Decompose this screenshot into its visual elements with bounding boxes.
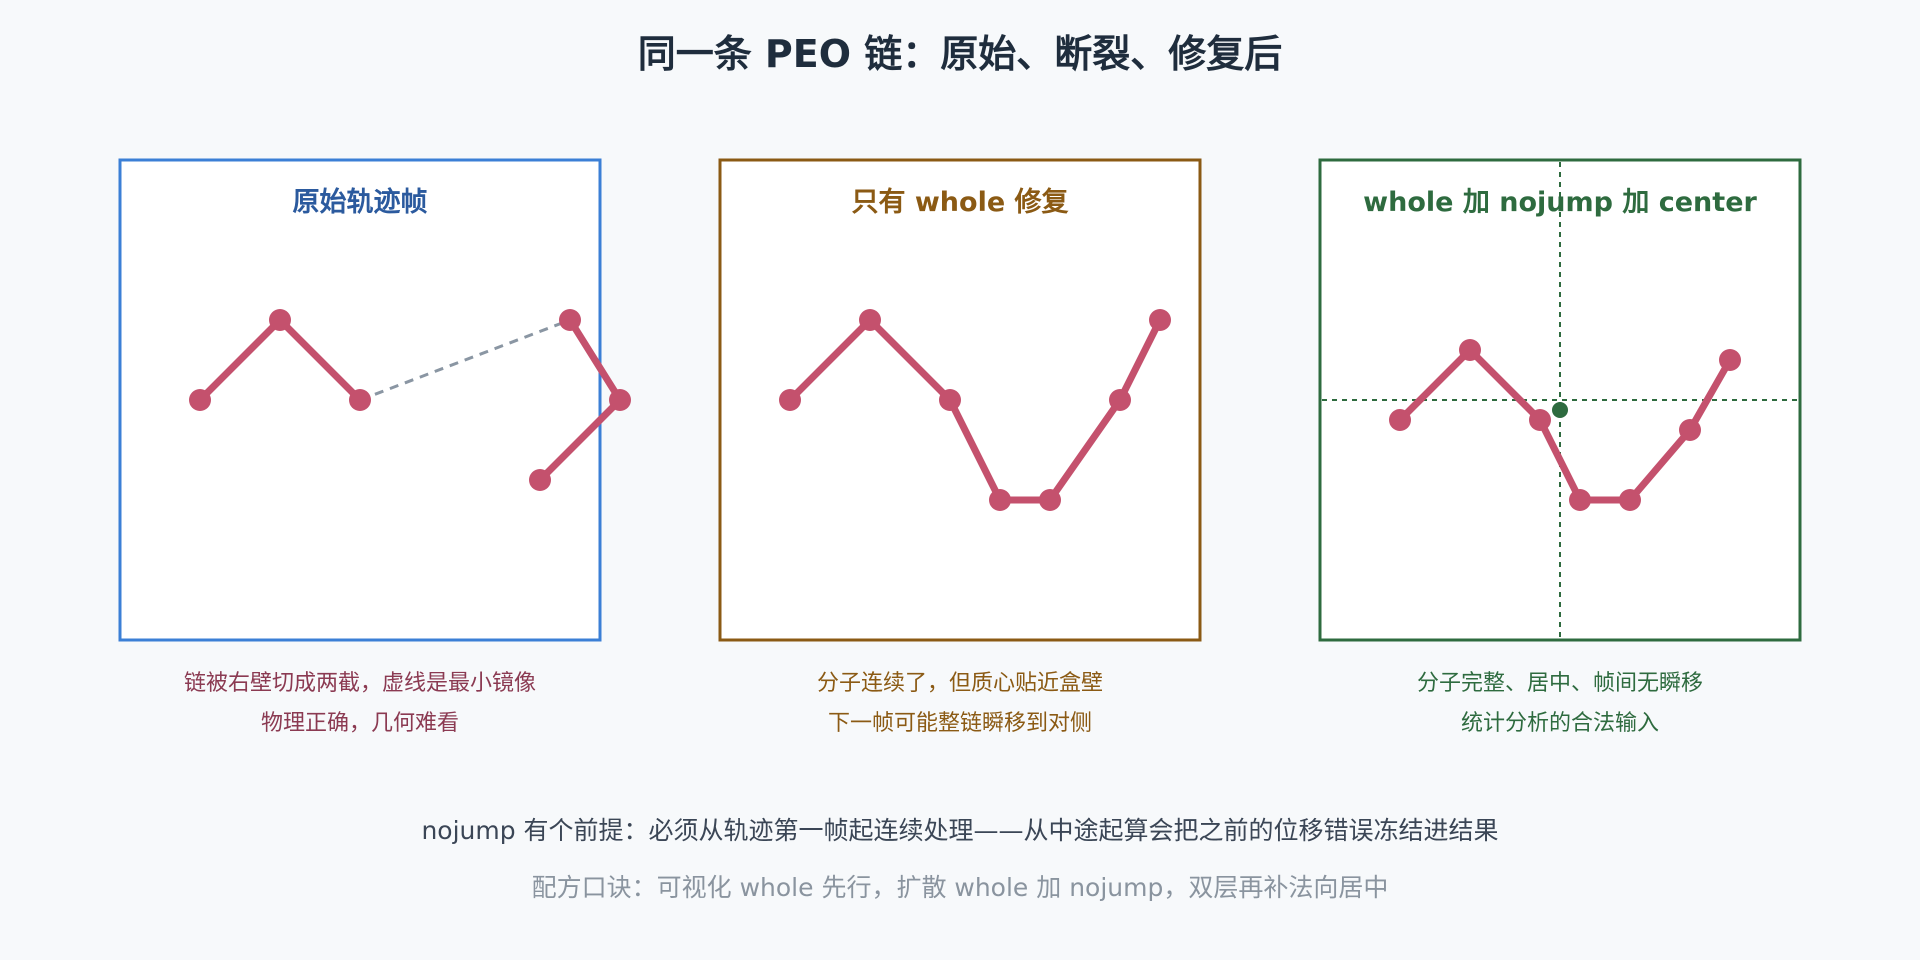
bead: [779, 389, 801, 411]
bead: [1459, 339, 1481, 361]
bead: [1569, 489, 1591, 511]
bead: [189, 389, 211, 411]
bead: [1529, 409, 1551, 431]
panel-centered: whole 加 nojump 加 center 分子完整、居中、帧间无瞬移 统计…: [1318, 158, 1802, 736]
panel-original-caption-line-2: 物理正确，几何难看: [261, 711, 459, 736]
bead: [1719, 349, 1741, 371]
footer-note-recipe: 配方口诀：可视化 whole 先行，扩散 whole 加 nojump，双层再补…: [532, 873, 1389, 902]
footer-note-nojump: nojump 有个前提：必须从轨迹第一帧起连续处理——从中途起算会把之前的位移错…: [421, 816, 1498, 845]
bead: [1109, 389, 1131, 411]
bead: [939, 389, 961, 411]
bead: [1039, 489, 1061, 511]
bead: [1389, 409, 1411, 431]
panel-original: 原始轨迹帧 链被右壁切成两截，虚线是最小镜像 物理正确，几何难看: [118, 158, 631, 736]
bead: [529, 469, 551, 491]
bead: [269, 309, 291, 331]
panel-centered-caption-line-2: 统计分析的合法输入: [1461, 711, 1659, 736]
center-of-mass-marker: [1552, 402, 1568, 418]
panel-centered-caption-line-1: 分子完整、居中、帧间无瞬移: [1417, 671, 1703, 696]
bead: [559, 309, 581, 331]
bead: [989, 489, 1011, 511]
panel-centered-label: whole 加 nojump 加 center: [1363, 187, 1757, 218]
bead: [1149, 309, 1171, 331]
diagram-title: 同一条 PEO 链：原始、断裂、修复后: [638, 32, 1283, 76]
panel-whole: 只有 whole 修复 分子连续了，但质心贴近盒壁 下一帧可能整链瞬移到对侧: [718, 158, 1202, 736]
bead: [1619, 489, 1641, 511]
panel-original-caption-line-1: 链被右壁切成两截，虚线是最小镜像: [184, 671, 536, 696]
bead: [859, 309, 881, 331]
panel-centered-box: [1318, 158, 1802, 642]
panel-original-label: 原始轨迹帧: [293, 186, 428, 218]
bead: [609, 389, 631, 411]
bead: [349, 389, 371, 411]
minimum-image-link: [359, 318, 571, 402]
bead: [1679, 419, 1701, 441]
panel-whole-caption-line-2: 下一帧可能整链瞬移到对侧: [828, 711, 1092, 736]
panel-whole-caption-line-1: 分子连续了，但质心贴近盒壁: [817, 671, 1103, 696]
panel-whole-label: 只有 whole 修复: [851, 187, 1069, 218]
